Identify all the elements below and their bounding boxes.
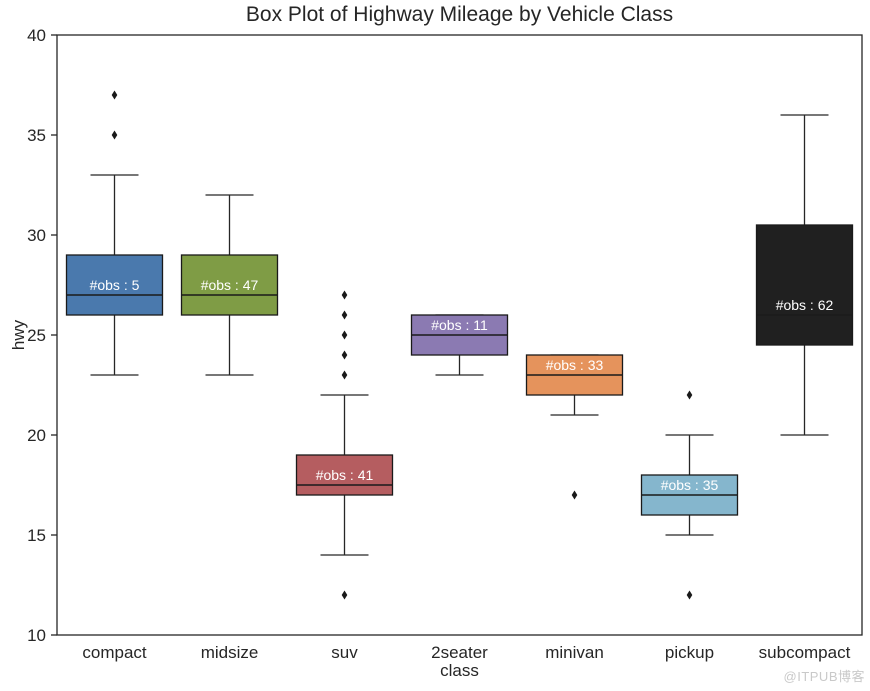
- obs-count-label: #obs : 11: [431, 317, 488, 333]
- obs-count-label: #obs : 62: [776, 297, 834, 313]
- x-tick-label: pickup: [665, 643, 714, 662]
- box-rect: [180, 254, 279, 316]
- y-tick-label: 10: [27, 626, 46, 645]
- outlier-marker: [341, 350, 348, 360]
- obs-count-label: #obs : 47: [201, 277, 259, 293]
- chart-title: Box Plot of Highway Mileage by Vehicle C…: [245, 3, 674, 26]
- x-axis-label: class: [440, 661, 479, 680]
- obs-count-label: #obs : 41: [316, 467, 374, 483]
- obs-count-label: #obs : 33: [546, 357, 604, 373]
- y-tick-label: 15: [27, 526, 46, 545]
- x-tick-label: minivan: [545, 643, 604, 662]
- box-subcompact: #obs : 62: [755, 114, 854, 436]
- box-rect: [295, 454, 394, 496]
- outlier-marker: [341, 310, 348, 320]
- box-rect: [755, 224, 854, 346]
- outlier-marker: [686, 590, 693, 600]
- x-tick-label: midsize: [201, 643, 259, 662]
- box-midsize: #obs : 47: [180, 194, 279, 376]
- outlier-marker: [571, 490, 578, 500]
- y-tick-label: 25: [27, 326, 46, 345]
- y-tick-label: 20: [27, 426, 46, 445]
- box-suv: #obs : 41: [295, 290, 394, 600]
- x-tick-label: 2seater: [431, 643, 488, 662]
- outlier-marker: [111, 90, 118, 100]
- outlier-marker: [111, 130, 118, 140]
- obs-count-label: #obs : 35: [661, 477, 719, 493]
- obs-count-label: #obs : 5: [90, 277, 140, 293]
- outlier-marker: [341, 590, 348, 600]
- y-tick-label: 35: [27, 126, 46, 145]
- y-tick-label: 30: [27, 226, 46, 245]
- x-tick-label: suv: [331, 643, 358, 662]
- outlier-marker: [686, 390, 693, 400]
- watermark: @ITPUB博客: [783, 669, 865, 684]
- y-tick-label: 40: [27, 26, 46, 45]
- box-minivan: #obs : 33: [525, 354, 624, 500]
- outlier-marker: [341, 330, 348, 340]
- box-rect: [65, 254, 164, 316]
- box-compact: #obs : 5: [65, 90, 164, 376]
- box-pickup: #obs : 35: [640, 390, 739, 600]
- x-tick-label: subcompact: [759, 643, 851, 662]
- outlier-marker: [341, 290, 348, 300]
- outlier-marker: [341, 370, 348, 380]
- box-2seater: #obs : 11: [410, 314, 509, 376]
- x-tick-label: compact: [82, 643, 147, 662]
